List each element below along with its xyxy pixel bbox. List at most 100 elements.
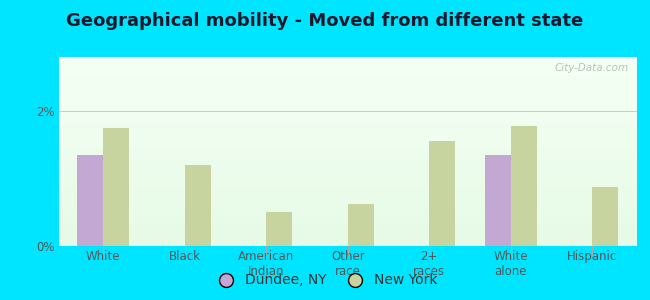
Bar (58, 103, 637, 104)
Bar (58, 135, 637, 136)
Bar (58, 136, 637, 137)
Bar (58, 116, 637, 118)
Bar (58, 112, 637, 113)
Bar (58, 128, 637, 129)
Bar (58, 122, 637, 123)
Bar (58, 149, 637, 150)
Bar (58, 161, 637, 162)
Bar (58, 204, 637, 206)
Bar (58, 159, 637, 160)
Bar (58, 110, 637, 111)
Bar (58, 131, 637, 132)
Bar (58, 83, 637, 84)
Bar (58, 158, 637, 159)
Bar (58, 173, 637, 174)
Bar (58, 212, 637, 213)
Bar (58, 130, 637, 131)
Bar (58, 219, 637, 220)
Bar (58, 107, 637, 108)
Bar (58, 69, 637, 70)
Bar (58, 238, 637, 239)
Bar (58, 245, 637, 246)
Bar (58, 207, 637, 208)
Bar (58, 222, 637, 223)
Bar (58, 225, 637, 226)
Bar (58, 134, 637, 135)
Bar (58, 227, 637, 228)
Text: Geographical mobility - Moved from different state: Geographical mobility - Moved from diffe… (66, 12, 584, 30)
Bar (58, 82, 637, 83)
Bar (58, 71, 637, 72)
Bar (58, 94, 637, 95)
Bar (58, 148, 637, 149)
Bar (58, 188, 637, 189)
Bar (58, 125, 637, 126)
Bar (58, 239, 637, 240)
Bar (58, 143, 637, 144)
Bar (58, 184, 637, 185)
Bar (58, 151, 637, 152)
Bar (58, 93, 637, 94)
Bar (58, 114, 637, 115)
Bar (58, 61, 637, 62)
Bar (58, 244, 637, 245)
Bar (58, 124, 637, 125)
Bar (58, 175, 637, 176)
Bar (58, 64, 637, 65)
Bar (58, 68, 637, 69)
Bar (58, 78, 637, 79)
Bar (58, 182, 637, 183)
Bar (58, 216, 637, 217)
Bar (58, 92, 637, 93)
Bar (58, 240, 637, 241)
Bar (58, 109, 637, 110)
Bar (58, 108, 637, 109)
Bar (58, 104, 637, 105)
Bar (58, 157, 637, 158)
Bar (58, 218, 637, 219)
Bar (58, 96, 637, 97)
Bar (266, 212, 292, 246)
Bar (58, 115, 637, 116)
Bar (58, 111, 637, 112)
Bar (58, 209, 637, 210)
Bar (58, 137, 637, 138)
Bar (58, 80, 637, 81)
Bar (58, 144, 637, 145)
Bar (58, 145, 637, 146)
Bar (58, 213, 637, 214)
Bar (58, 75, 637, 76)
Bar (58, 85, 637, 86)
Bar (58, 214, 637, 215)
Bar (58, 82, 637, 83)
Bar (58, 62, 637, 63)
Bar (58, 165, 637, 166)
Text: City-Data.com: City-Data.com (554, 63, 629, 73)
Bar (58, 187, 637, 188)
Bar (485, 155, 511, 246)
Bar (58, 98, 637, 99)
Legend: Dundee, NY, New York: Dundee, NY, New York (207, 268, 443, 293)
Bar (58, 127, 637, 128)
Bar (58, 167, 637, 168)
Bar (58, 57, 637, 58)
Bar (58, 206, 637, 207)
Bar (58, 120, 637, 121)
Bar (58, 142, 637, 143)
Bar (58, 121, 637, 122)
Bar (58, 190, 637, 191)
Bar (58, 163, 637, 164)
Bar (58, 195, 637, 196)
Bar (58, 193, 637, 194)
Bar (58, 242, 637, 243)
Bar (58, 235, 637, 236)
Bar (58, 229, 637, 230)
Bar (58, 73, 637, 74)
Bar (58, 106, 637, 107)
Bar (58, 198, 637, 199)
Bar (58, 164, 637, 165)
Bar (58, 200, 637, 201)
Bar (58, 183, 637, 184)
Bar (58, 84, 637, 85)
Bar (58, 66, 637, 68)
